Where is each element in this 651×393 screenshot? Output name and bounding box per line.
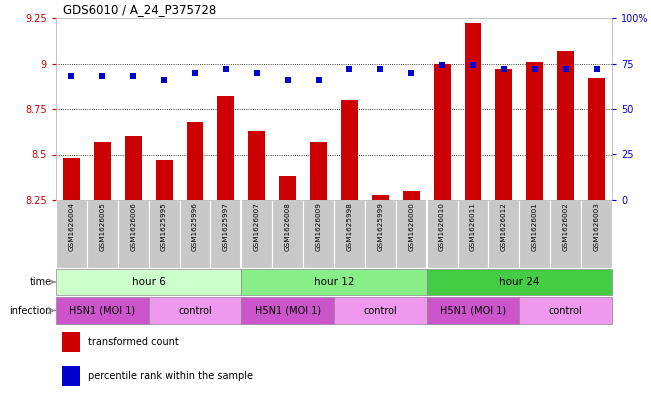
Text: GSM1626004: GSM1626004 [68,202,74,251]
Bar [550,200,581,268]
Bar [148,297,242,324]
Text: H5N1 (MOI 1): H5N1 (MOI 1) [440,305,506,316]
Bar [63,158,80,200]
Bar [279,176,296,200]
Text: GSM1626002: GSM1626002 [562,202,569,251]
Point [66,73,77,79]
Text: GSM1626011: GSM1626011 [470,202,476,251]
Point [529,66,540,72]
Text: transformed count: transformed count [88,337,179,347]
Text: GSM1626012: GSM1626012 [501,202,507,251]
Point [499,66,509,72]
Point [375,66,385,72]
Point [591,66,602,72]
Bar [334,297,426,324]
Point [190,70,201,76]
Bar [396,200,426,268]
Bar [242,297,334,324]
Point [561,66,571,72]
Text: control: control [549,305,583,316]
Text: GDS6010 / A_24_P375728: GDS6010 / A_24_P375728 [62,3,215,16]
Bar [94,142,111,200]
Bar [426,200,458,268]
Bar [557,51,574,200]
Bar [581,200,612,268]
Point [221,66,231,72]
Point [251,70,262,76]
Bar [372,195,389,200]
Text: infection: infection [10,305,52,316]
Bar [519,297,612,324]
Bar [458,200,488,268]
Text: GSM1626001: GSM1626001 [532,202,538,251]
Bar [87,200,118,268]
Bar [310,142,327,200]
Text: GSM1626007: GSM1626007 [254,202,260,251]
Bar [526,62,544,200]
Point [283,77,293,83]
Bar [488,200,519,268]
Text: GSM1625995: GSM1625995 [161,202,167,251]
Point [468,62,478,68]
Text: time: time [30,277,52,287]
Bar [588,78,605,200]
Point [406,70,417,76]
Text: GSM1626010: GSM1626010 [439,202,445,251]
Bar [156,160,173,200]
Text: GSM1625998: GSM1625998 [346,202,352,251]
Text: GSM1625999: GSM1625999 [378,202,383,251]
Text: H5N1 (MOI 1): H5N1 (MOI 1) [69,305,135,316]
Bar [210,200,242,268]
Bar [186,122,204,200]
Point [437,62,447,68]
Bar [242,268,426,296]
Bar [148,200,180,268]
Bar [56,200,87,268]
Text: hour 24: hour 24 [499,277,540,287]
Point [128,73,139,79]
Bar [62,366,79,386]
Bar [56,297,148,324]
Text: GSM1626009: GSM1626009 [316,202,322,251]
Bar [365,200,396,268]
Bar [272,200,303,268]
Text: control: control [363,305,397,316]
Text: GSM1626008: GSM1626008 [284,202,290,251]
Bar [465,24,482,200]
Bar [118,200,148,268]
Text: hour 6: hour 6 [132,277,165,287]
Bar [217,96,234,200]
Bar [341,100,358,200]
Point [344,66,355,72]
Text: GSM1626000: GSM1626000 [408,202,414,251]
Bar [56,268,242,296]
Text: GSM1625996: GSM1625996 [192,202,198,251]
Text: control: control [178,305,212,316]
Bar [403,191,420,200]
Bar [242,200,272,268]
Text: percentile rank within the sample: percentile rank within the sample [88,371,253,381]
Bar [334,200,365,268]
Bar [180,200,210,268]
Text: hour 12: hour 12 [314,277,354,287]
Text: GSM1625997: GSM1625997 [223,202,229,251]
Text: H5N1 (MOI 1): H5N1 (MOI 1) [255,305,321,316]
Text: GSM1626005: GSM1626005 [100,202,105,251]
Bar [495,69,512,200]
Point [313,77,324,83]
Bar [426,268,612,296]
Bar [62,332,79,352]
Bar [248,131,265,200]
Bar [434,64,450,200]
Point [159,77,169,83]
Text: GSM1626003: GSM1626003 [594,202,600,251]
Bar [125,136,142,200]
Text: GSM1626006: GSM1626006 [130,202,136,251]
Point [97,73,107,79]
Bar [303,200,334,268]
Bar [426,297,519,324]
Bar [519,200,550,268]
